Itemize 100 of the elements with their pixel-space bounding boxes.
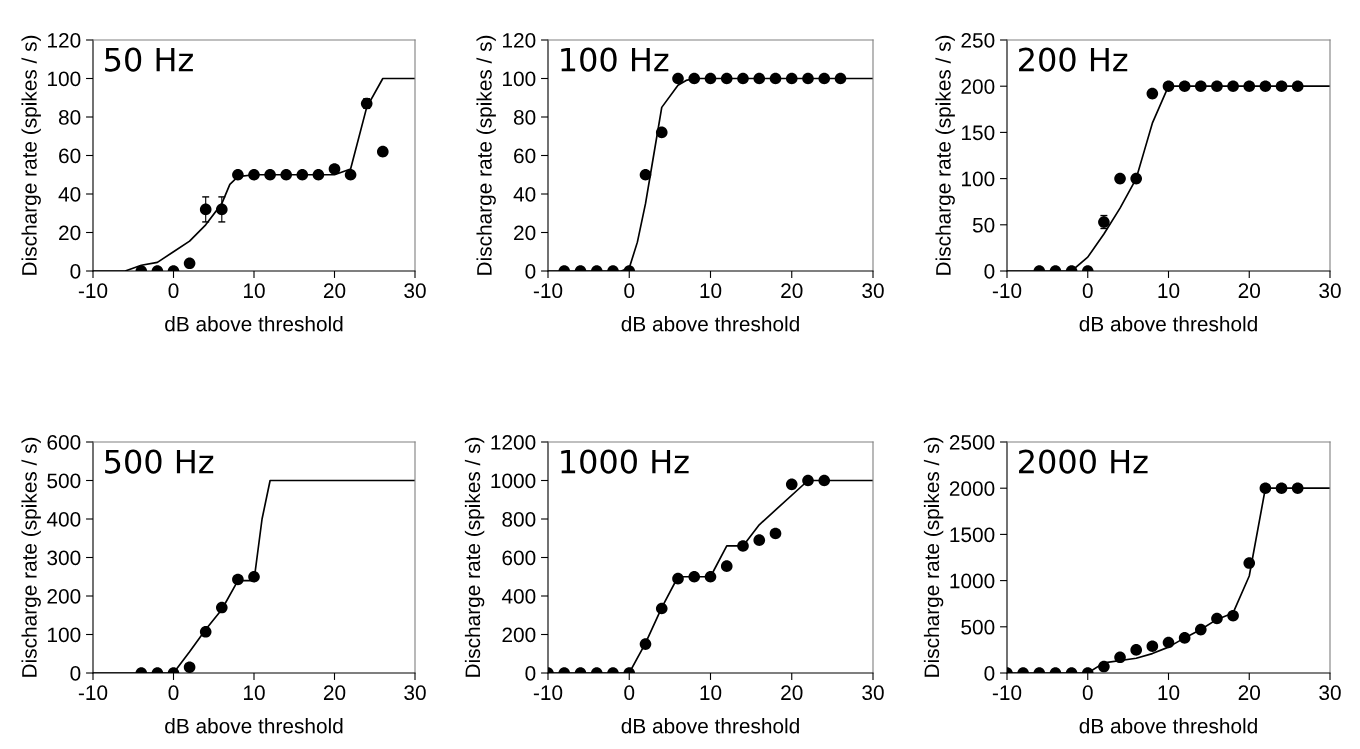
point bbox=[1194, 623, 1207, 636]
chart-title: 500 Hz bbox=[105, 449, 214, 474]
y-tick-label: 0 bbox=[525, 666, 536, 681]
point bbox=[1259, 482, 1272, 495]
point bbox=[737, 72, 749, 85]
x-tick-label: 10 bbox=[244, 685, 265, 701]
point bbox=[802, 72, 814, 85]
point bbox=[215, 601, 228, 614]
y-axis-title: Discharge rate (spikes / s) bbox=[21, 35, 41, 275]
x-tick-label: -10 bbox=[533, 685, 563, 701]
x-tick-label: 0 bbox=[168, 685, 179, 701]
y-tick-label: 100 bbox=[503, 71, 536, 87]
point bbox=[753, 534, 766, 546]
point bbox=[737, 540, 749, 552]
point bbox=[1211, 612, 1223, 625]
point bbox=[1275, 80, 1288, 93]
point bbox=[1211, 80, 1223, 93]
y-tick-label: 60 bbox=[514, 148, 536, 164]
x-tick-label: 10 bbox=[700, 685, 722, 701]
chart-title: 100 Hz bbox=[561, 47, 669, 72]
point bbox=[1243, 557, 1256, 569]
y-tick-label: 0 bbox=[70, 264, 81, 279]
y-tick-label: 0 bbox=[525, 264, 536, 279]
x-tick-label: 0 bbox=[168, 283, 179, 299]
x-tick-label: 20 bbox=[781, 283, 803, 299]
point bbox=[1162, 636, 1175, 649]
point bbox=[264, 168, 276, 181]
x-axis-title: dB above threshold bbox=[165, 316, 343, 332]
point bbox=[639, 638, 652, 650]
point bbox=[280, 168, 293, 181]
x-axis-title: dB above threshold bbox=[1079, 718, 1257, 734]
x-tick-label: 20 bbox=[1238, 685, 1261, 701]
point bbox=[1114, 172, 1126, 185]
point bbox=[1291, 482, 1304, 495]
y-tick-label: 150 bbox=[962, 125, 995, 141]
y-tick-label: 200 bbox=[961, 79, 995, 94]
x-tick-label: 0 bbox=[1082, 283, 1093, 299]
point bbox=[1243, 80, 1256, 93]
point bbox=[248, 168, 260, 181]
y-tick-label: 100 bbox=[48, 71, 81, 87]
y-tick-label: 1000 bbox=[950, 573, 995, 589]
y-tick-label: 100 bbox=[48, 627, 81, 643]
y-tick-label: 2000 bbox=[949, 481, 995, 496]
point bbox=[834, 72, 847, 85]
point bbox=[215, 203, 228, 216]
y-tick-label: 1000 bbox=[491, 473, 536, 489]
x-tick-label: 20 bbox=[781, 685, 803, 701]
y-tick-label: 1500 bbox=[950, 527, 995, 543]
x-tick-label: 10 bbox=[1158, 685, 1180, 701]
point bbox=[769, 527, 782, 540]
point bbox=[232, 168, 244, 181]
x-tick-label: 20 bbox=[1238, 283, 1261, 299]
point bbox=[1130, 172, 1143, 185]
x-tick-label: -10 bbox=[533, 283, 563, 299]
point bbox=[639, 168, 652, 181]
x-tick-label: -10 bbox=[992, 685, 1022, 701]
point bbox=[1178, 80, 1191, 93]
point bbox=[1146, 87, 1159, 100]
y-tick-label: 120 bbox=[48, 33, 81, 48]
y-tick-label: 1200 bbox=[491, 435, 536, 450]
y-axis-title: Discharge rate (spikes / s) bbox=[935, 35, 955, 275]
y-tick-label: 200 bbox=[502, 627, 536, 643]
y-axis-title: Discharge rate (spikes / s) bbox=[21, 437, 41, 677]
y-tick-label: 80 bbox=[513, 110, 536, 125]
point bbox=[1162, 80, 1175, 93]
y-tick-label: 500 bbox=[47, 473, 81, 489]
x-axis-title: dB above threshold bbox=[621, 316, 799, 332]
y-tick-label: 80 bbox=[58, 110, 81, 125]
point bbox=[688, 72, 701, 85]
x-tick-label: 20 bbox=[323, 685, 346, 701]
y-axis-title: Discharge rate (spikes / s) bbox=[476, 35, 496, 275]
point bbox=[1227, 80, 1239, 93]
y-tick-label: 40 bbox=[513, 187, 536, 202]
point bbox=[199, 626, 212, 638]
point bbox=[1227, 609, 1239, 622]
point bbox=[818, 72, 831, 85]
point bbox=[1259, 80, 1272, 93]
point bbox=[1275, 482, 1288, 495]
point bbox=[818, 474, 831, 487]
point bbox=[704, 72, 717, 85]
x-tick-label: 20 bbox=[323, 283, 346, 299]
y-axis-title: Discharge rate (spikes / s) bbox=[923, 437, 944, 677]
y-tick-label: 0 bbox=[70, 666, 81, 681]
x-tick-label: -10 bbox=[78, 283, 108, 299]
y-tick-label: 20 bbox=[514, 225, 536, 241]
point bbox=[769, 72, 782, 85]
y-tick-label: 200 bbox=[47, 589, 81, 604]
y-tick-label: 0 bbox=[984, 264, 995, 279]
x-tick-label: 10 bbox=[1158, 283, 1180, 299]
point bbox=[753, 72, 766, 85]
y-tick-label: 500 bbox=[961, 619, 995, 635]
point bbox=[688, 570, 701, 583]
point bbox=[672, 72, 684, 85]
x-axis-title: dB above threshold bbox=[165, 718, 343, 734]
y-tick-label: 400 bbox=[46, 512, 81, 527]
y-tick-label: 0 bbox=[984, 666, 995, 681]
x-axis-title: dB above threshold bbox=[1079, 316, 1257, 332]
y-tick-label: 600 bbox=[47, 435, 81, 450]
y-tick-label: 600 bbox=[502, 550, 536, 566]
point bbox=[1194, 80, 1207, 93]
